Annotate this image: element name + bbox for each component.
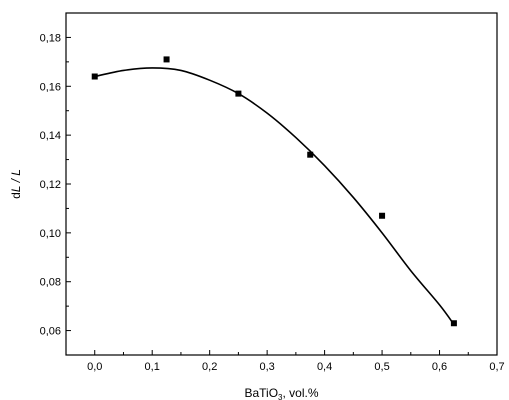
y-tick-label: 0,14 xyxy=(40,130,61,142)
x-tick-label: 0,3 xyxy=(259,361,274,373)
x-tick-label: 0,2 xyxy=(202,361,217,373)
y-tick-label: 0,08 xyxy=(40,277,61,289)
x-tick-label: 0,4 xyxy=(317,361,332,373)
data-point xyxy=(307,151,314,158)
y-axis-label-italic: L / L xyxy=(9,169,23,192)
data-point xyxy=(163,56,170,63)
data-point xyxy=(235,90,242,97)
x-ticks: 0,0 0,1 0,2 0,3 0,4 0,5 0,6 0,7 xyxy=(65,350,505,373)
x-axis-label-main: BaTiO xyxy=(244,386,278,400)
y-axis-label-prefix: d xyxy=(9,192,23,199)
y-tick-label: 0,18 xyxy=(40,32,61,44)
y-axis-label: dL / L xyxy=(9,169,23,199)
x-tick-label: 0,1 xyxy=(145,361,160,373)
y-tick-label: 0,12 xyxy=(40,179,61,191)
x-axis-label-subscript: 3 xyxy=(278,393,283,400)
series-group xyxy=(91,56,457,327)
y-tick-label: 0,06 xyxy=(40,326,61,338)
data-point xyxy=(91,73,98,80)
x-axis-label-unit: , vol.% xyxy=(283,386,319,400)
y-tick-label: 0,16 xyxy=(40,81,61,93)
x-tick-label: 0,6 xyxy=(432,361,447,373)
x-tick-label: 0,0 xyxy=(87,361,102,373)
fit-curve xyxy=(94,67,455,325)
x-tick-label: 0,7 xyxy=(489,361,504,373)
x-axis-label: BaTiO3, vol.% xyxy=(244,386,318,400)
x-tick-label: 0,5 xyxy=(374,361,389,373)
y-tick-label: 0,10 xyxy=(40,228,61,240)
data-point xyxy=(379,212,386,219)
data-point xyxy=(450,320,457,327)
plot-frame xyxy=(65,12,498,356)
y-ticks: 0,06 0,08 0,10 0,12 0,14 0,16 0,18 xyxy=(40,12,71,356)
